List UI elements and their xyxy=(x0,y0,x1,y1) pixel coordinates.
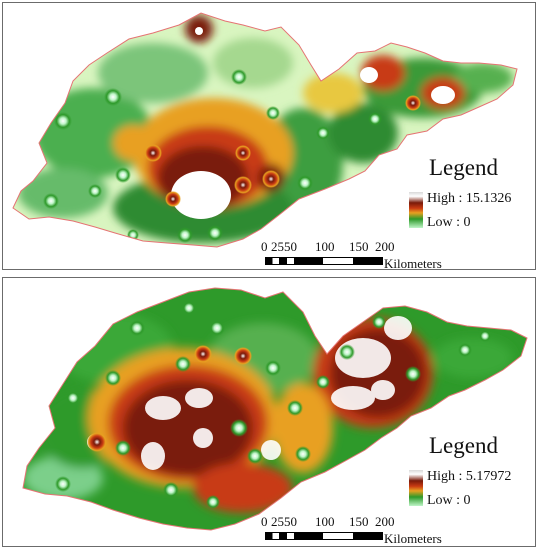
scale-tick-label: 0 xyxy=(261,514,268,529)
scale-tick-label: 150 xyxy=(349,239,369,254)
scale-unit-label: Kilometers xyxy=(384,256,442,270)
scale-tick-label: 150 xyxy=(349,514,369,529)
legend-color-ramp xyxy=(409,192,423,228)
density-map-bottom xyxy=(22,287,528,531)
legend-high-label: High : 5.17972 xyxy=(427,469,512,484)
density-map-top xyxy=(12,12,518,248)
scale-bar-top: 0 2550 100 150 200 Kilometers xyxy=(261,239,461,270)
scale-bar-graphic xyxy=(265,257,383,265)
province-boundary xyxy=(22,287,528,531)
legend-low-label: Low : 0 xyxy=(427,493,471,508)
province-boundary xyxy=(12,12,518,248)
legend-title: Legend xyxy=(429,433,498,458)
legend-title: Legend xyxy=(429,155,498,180)
scale-tick-label: 2550 xyxy=(271,514,297,529)
scale-tick-label: 100 xyxy=(315,514,335,529)
scale-unit-label: Kilometers xyxy=(384,531,442,546)
scale-bar-bottom: 0 2550 100 150 200 Kilometers xyxy=(261,514,461,546)
scale-tick-label: 2550 xyxy=(271,239,297,254)
point-spots-bottom xyxy=(55,301,491,509)
scale-tick-label: 200 xyxy=(375,239,395,254)
scale-tick-label: 0 xyxy=(261,239,268,254)
map-panel-top: Legend High : 15.1326 Low : 0 0 2550 100… xyxy=(2,2,536,270)
point-spots-top xyxy=(43,69,421,243)
hotspot-core xyxy=(431,86,455,104)
legend-high-label: High : 15.1326 xyxy=(427,191,512,206)
scale-bar-graphic xyxy=(265,532,383,540)
map-panel-bottom: Legend High : 5.17972 Low : 0 0 2550 100… xyxy=(2,277,536,547)
hotspot-core xyxy=(360,67,378,83)
scale-tick-label: 100 xyxy=(315,239,335,254)
scale-tick-label: 200 xyxy=(375,514,395,529)
legend-color-ramp xyxy=(409,470,423,506)
hotspot-core xyxy=(195,27,203,35)
legend-low-label: Low : 0 xyxy=(427,215,471,230)
hotspot-core xyxy=(171,171,231,219)
